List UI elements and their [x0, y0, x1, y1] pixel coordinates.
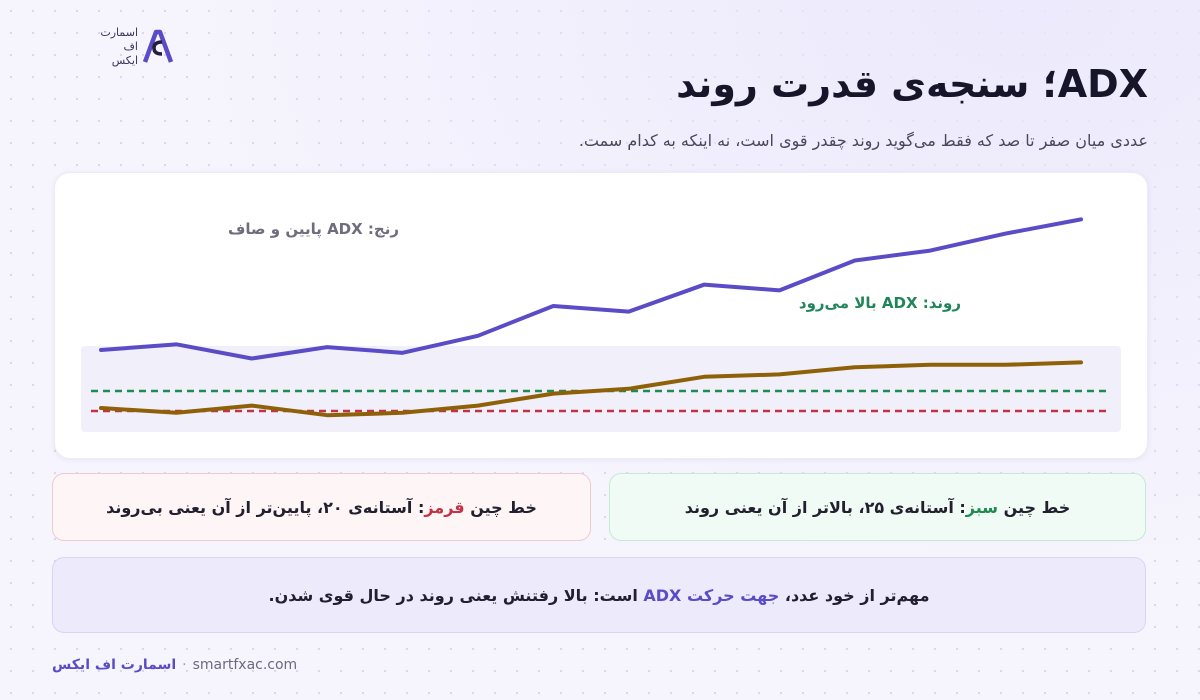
main-note-prefix: مهم‌تر از خود عدد،	[784, 585, 930, 605]
logo-text-line2: اف	[123, 40, 138, 53]
red-color-word: قرمز	[424, 497, 465, 517]
footer-url[interactable]: smartfxac.com	[192, 657, 298, 673]
red-threshold-note: خط چین قرمز: آستانه‌ی ۲۰، پایین‌تر از آن…	[52, 473, 591, 541]
red-note-prefix: خط چین	[470, 497, 537, 517]
page-title: ADX؛ سنجه‌ی قدرت روند	[676, 62, 1148, 106]
chart-card: رنج: ADX پایین و صاف روند: ADX بالا می‌ر…	[54, 172, 1148, 459]
main-note-highlight: جهت حرکت ADX	[643, 585, 780, 605]
price-series-line	[99, 217, 1083, 361]
range-label: رنج: ADX پایین و صاف	[228, 220, 399, 238]
logo-text-line3: ایکس	[111, 54, 138, 67]
logo-text-line1: اسمارت	[100, 26, 138, 39]
footer-separator: ·	[182, 657, 187, 673]
footer-brand[interactable]: اسمارت اف ایکس	[52, 657, 177, 673]
footer: اسمارت اف ایکس · smartfxac.com	[52, 657, 297, 673]
page-subtitle: عددی میان صفر تا صد که فقط می‌گوید روند …	[578, 131, 1148, 150]
brand-logo[interactable]: اسمارت اف ایکس	[70, 26, 174, 70]
red-note-suffix: : آستانه‌ی ۲۰، پایین‌تر از آن یعنی بی‌رو…	[106, 497, 425, 517]
main-note: مهم‌تر از خود عدد، جهت حرکت ADX است: بال…	[52, 557, 1146, 633]
adx-series-line	[99, 360, 1083, 418]
green-note-prefix: خط چین	[1003, 497, 1071, 517]
green-threshold-note: خط چین سبز: آستانه‌ی ۲۵، بالاتر از آن یع…	[609, 473, 1146, 541]
green-color-word: سبز	[965, 497, 998, 517]
main-note-suffix: است: بالا رفتنش یعنی روند در حال قوی شدن…	[268, 585, 638, 605]
logo-mark-icon	[142, 29, 174, 63]
trend-label: روند: ADX بالا می‌رود	[798, 294, 961, 312]
green-note-suffix: : آستانه‌ی ۲۵، بالاتر از آن یعنی روند	[684, 497, 966, 517]
adx-chart	[81, 217, 1121, 432]
